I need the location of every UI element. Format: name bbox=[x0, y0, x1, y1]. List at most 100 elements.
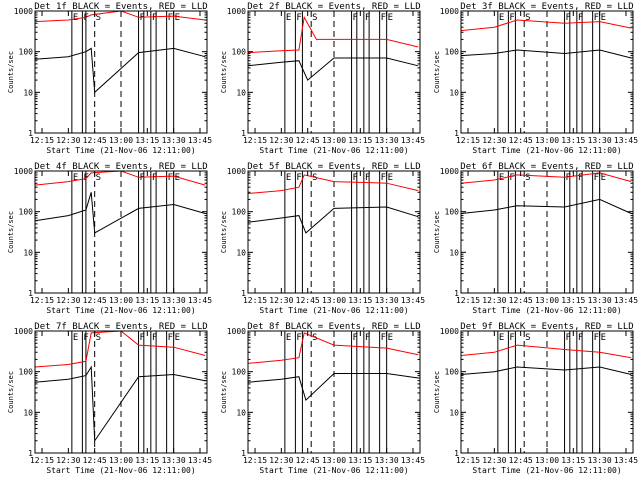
x-tick-label: 13:00 bbox=[322, 136, 346, 145]
interval-marker-label: E bbox=[499, 333, 504, 343]
interval-marker-label: E bbox=[73, 333, 78, 343]
interval-marker-label: F bbox=[566, 333, 571, 343]
plot-frame bbox=[460, 330, 634, 454]
x-tick-label: 12:15 bbox=[243, 296, 267, 305]
x-tick-label: 13:00 bbox=[535, 296, 559, 305]
panel-title: Det 8f BLACK = Events, RED = LLD bbox=[247, 322, 420, 332]
x-tick-label: 13:45 bbox=[614, 136, 638, 145]
x-tick-label: 12:15 bbox=[456, 296, 480, 305]
interval-marker-label: F bbox=[296, 333, 301, 343]
x-tick-label: 12:45 bbox=[296, 296, 320, 305]
interval-marker-label: F bbox=[566, 173, 571, 183]
detector-panel: Det 1f BLACK = Events, RED = LLD Counts/s… bbox=[7, 2, 212, 155]
interval-marker-label: S bbox=[525, 333, 530, 343]
interval-marker-label: F bbox=[594, 13, 599, 23]
events-series-line bbox=[34, 365, 206, 443]
x-tick-label: 12:30 bbox=[482, 456, 506, 465]
interval-marker-label: F bbox=[296, 13, 301, 23]
y-tick-label: 1 bbox=[28, 129, 33, 138]
interval-marker-label: F bbox=[381, 333, 386, 343]
lld-series-line bbox=[34, 170, 206, 186]
plot-frame bbox=[460, 10, 634, 134]
events-series-line bbox=[460, 366, 632, 375]
y-tick-label: 1 bbox=[241, 449, 246, 458]
lld-series-line bbox=[247, 174, 419, 194]
y-axis-label: Counts/sec bbox=[220, 51, 228, 93]
x-tick-label: 13:15 bbox=[135, 136, 159, 145]
x-tick-label: 12:30 bbox=[56, 456, 80, 465]
panel-title: Det 5f BLACK = Events, RED = LLD bbox=[247, 162, 420, 172]
events-series-line bbox=[34, 192, 206, 234]
x-tick-label: 13:00 bbox=[109, 456, 133, 465]
interval-marker-label: E bbox=[73, 173, 78, 183]
x-tick-label: 12:30 bbox=[269, 296, 293, 305]
y-tick-label: 1 bbox=[454, 129, 459, 138]
x-tick-label: 13:45 bbox=[401, 296, 425, 305]
y-tick-label: 1000 bbox=[14, 327, 33, 336]
plot-frame bbox=[247, 170, 421, 294]
interval-marker-label: E bbox=[175, 13, 180, 23]
y-axis-label: Counts/sec bbox=[7, 371, 15, 413]
y-axis-label: Counts/sec bbox=[433, 51, 441, 93]
x-tick-label: 13:30 bbox=[162, 296, 186, 305]
x-tick-label: 12:45 bbox=[509, 136, 533, 145]
panel-title: Det 3f BLACK = Events, RED = LLD bbox=[460, 2, 633, 12]
interval-marker-label: E bbox=[286, 173, 291, 183]
x-tick-label: 13:45 bbox=[614, 456, 638, 465]
x-tick-label: 12:45 bbox=[509, 456, 533, 465]
y-tick-label: 1 bbox=[454, 449, 459, 458]
events-series-line bbox=[460, 49, 632, 59]
interval-marker-label: F bbox=[365, 333, 370, 343]
y-tick-label: 100 bbox=[19, 368, 34, 377]
x-axis-label: Start Time (21-Nov-06 12:11:00) bbox=[472, 146, 621, 155]
x-tick-label: 12:45 bbox=[296, 136, 320, 145]
interval-marker-label: F bbox=[594, 333, 599, 343]
x-tick-label: 12:15 bbox=[456, 136, 480, 145]
interval-marker-label: S bbox=[312, 173, 317, 183]
y-tick-label: 100 bbox=[232, 48, 247, 57]
x-tick-label: 12:30 bbox=[56, 136, 80, 145]
interval-marker-label: S bbox=[96, 333, 101, 343]
y-tick-label: 100 bbox=[19, 48, 34, 57]
detector-panel: Det 6f BLACK = Events, RED = LLD Counts/s… bbox=[433, 162, 638, 315]
y-tick-label: 1000 bbox=[227, 327, 246, 336]
interval-marker-label: S bbox=[96, 173, 101, 183]
interval-marker-label: E bbox=[73, 13, 78, 23]
x-axis-label: Start Time (21-Nov-06 12:11:00) bbox=[259, 306, 408, 315]
y-tick-label: 10 bbox=[236, 248, 246, 257]
x-tick-label: 12:15 bbox=[243, 136, 267, 145]
plot-frame bbox=[460, 170, 634, 294]
interval-marker-label: S bbox=[525, 173, 530, 183]
y-tick-label: 100 bbox=[232, 368, 247, 377]
y-tick-label: 1000 bbox=[227, 167, 246, 176]
interval-marker-label: S bbox=[312, 333, 317, 343]
x-tick-label: 12:15 bbox=[456, 456, 480, 465]
x-tick-label: 12:15 bbox=[30, 136, 54, 145]
x-tick-label: 13:15 bbox=[348, 296, 372, 305]
y-tick-label: 10 bbox=[449, 408, 459, 417]
events-series-line bbox=[247, 373, 419, 402]
y-tick-label: 1 bbox=[241, 129, 246, 138]
panel-title: Det 6f BLACK = Events, RED = LLD bbox=[460, 162, 633, 172]
x-tick-label: 12:30 bbox=[269, 456, 293, 465]
y-tick-label: 1000 bbox=[14, 7, 33, 16]
x-tick-label: 13:00 bbox=[535, 456, 559, 465]
x-tick-label: 13:30 bbox=[375, 456, 399, 465]
x-tick-label: 12:30 bbox=[56, 296, 80, 305]
x-axis-label: Start Time (21-Nov-06 12:11:00) bbox=[259, 146, 408, 155]
x-axis-label: Start Time (21-Nov-06 12:11:00) bbox=[46, 146, 195, 155]
y-axis-label: Counts/sec bbox=[7, 211, 15, 253]
x-tick-label: 13:15 bbox=[348, 456, 372, 465]
detector-panel: Det 9f BLACK = Events, RED = LLD Counts/s… bbox=[433, 322, 638, 475]
detector-panel: Det 7f BLACK = Events, RED = LLD Counts/s… bbox=[7, 322, 212, 475]
interval-marker-label: F bbox=[578, 13, 583, 23]
x-tick-label: 13:30 bbox=[162, 456, 186, 465]
y-axis-label: Counts/sec bbox=[220, 211, 228, 253]
interval-marker-label: E bbox=[388, 173, 393, 183]
y-tick-label: 1000 bbox=[227, 7, 246, 16]
detector-panel: Det 4f BLACK = Events, RED = LLD Counts/s… bbox=[7, 162, 212, 315]
x-tick-label: 13:30 bbox=[588, 456, 612, 465]
interval-marker-label: F bbox=[509, 333, 514, 343]
x-tick-label: 13:45 bbox=[614, 296, 638, 305]
panel-title: Det 7f BLACK = Events, RED = LLD bbox=[34, 322, 207, 332]
